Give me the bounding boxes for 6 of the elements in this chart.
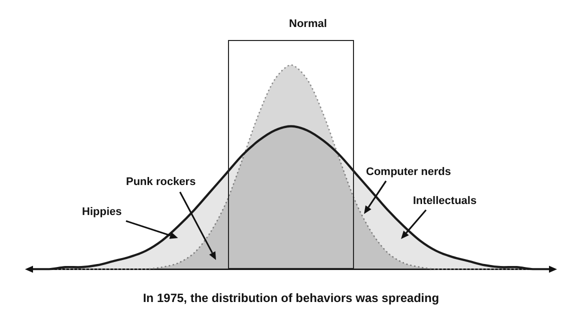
- text: In 1975, the distribution of behaviors was spreading: [142, 291, 440, 306]
- annotation: Hippies: [82, 206, 122, 218]
- text: Normal: [289, 18, 327, 30]
- annotation: Punk rockers: [126, 176, 196, 188]
- annotation: Intellectuals: [413, 195, 477, 207]
- annotation: Computer nerds: [366, 166, 451, 178]
